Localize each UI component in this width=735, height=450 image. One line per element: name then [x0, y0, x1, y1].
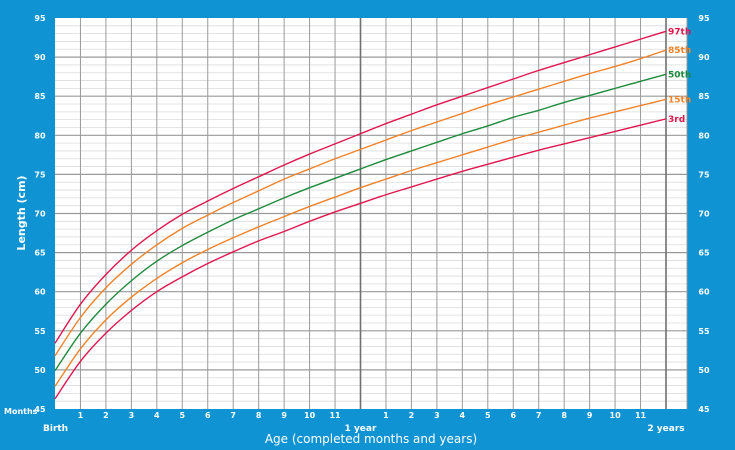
x-axis-title: Age (completed months and years): [265, 432, 477, 446]
series-label-85th: 85th: [668, 46, 691, 56]
x-tick-label-birth: Birth: [43, 424, 68, 434]
x-unit-label: Months: [4, 407, 38, 416]
x-tick-label: 9: [281, 411, 287, 420]
x-tick-label: 2: [409, 411, 415, 420]
x-tick-label: 5: [180, 411, 186, 420]
y-tick-label-left: 70: [34, 210, 46, 219]
x-tick-label: 3: [434, 411, 440, 420]
y-tick-label-right: 65: [698, 249, 710, 258]
y-tick-label-right: 75: [698, 170, 710, 179]
y-tick-label-left: 80: [34, 131, 46, 140]
series-line-3rd: [54, 118, 667, 400]
x-tick-label: 4: [460, 411, 466, 420]
x-tick-label: 9: [587, 411, 593, 420]
x-tick-label-1-year: 1 year: [345, 424, 377, 434]
y-tick-label-right: 90: [698, 53, 710, 62]
y-tick-label-left: 90: [34, 53, 46, 62]
x-tick-label-2-years: 2 years: [647, 424, 684, 434]
x-tick-label: 2: [103, 411, 109, 420]
series-label-50th: 50th: [668, 70, 691, 80]
series-line-15th: [54, 98, 667, 387]
y-tick-label-right: 95: [698, 14, 710, 23]
y-tick-label-right: 85: [698, 92, 710, 101]
y-tick-label-left: 65: [34, 249, 46, 258]
y-tick-label-left: 50: [34, 366, 46, 375]
series-label-3rd: 3rd: [668, 115, 685, 125]
x-tick-label: 6: [510, 411, 516, 420]
y-tick-label-left: 75: [34, 170, 46, 179]
y-tick-label-left: 85: [34, 92, 46, 101]
x-tick-label: 4: [154, 411, 160, 420]
series-label-97th: 97th: [668, 27, 691, 37]
x-tick-label: 6: [205, 411, 211, 420]
x-tick-label: 8: [256, 411, 262, 420]
series-line-97th: [54, 30, 667, 344]
x-tick-label: 10: [304, 411, 316, 420]
y-tick-label-left: 95: [34, 14, 46, 23]
y-tick-label-left: 45: [34, 405, 46, 414]
x-tick-label: 7: [230, 411, 236, 420]
y-tick-label-right: 60: [698, 288, 710, 297]
y-axis-title: Length (cm): [15, 175, 28, 250]
x-tick-label: 3: [129, 411, 135, 420]
x-tick-label: 8: [561, 411, 567, 420]
y-tick-label-right: 50: [698, 366, 710, 375]
grid: [55, 18, 688, 409]
x-tick-label: 7: [536, 411, 542, 420]
y-tick-label-right: 55: [698, 327, 710, 336]
x-tick-label: 1: [383, 411, 389, 420]
x-tick-label: 11: [329, 411, 341, 420]
x-tick-label: 11: [635, 411, 647, 420]
x-tick-label: 5: [485, 411, 491, 420]
percentile-lines: 97th 85th 50th 15th 3rd: [54, 27, 691, 400]
y-tick-label-right: 80: [698, 131, 710, 140]
x-tick-label: 1: [78, 411, 84, 420]
series-line-85th: [54, 49, 667, 357]
y-tick-label-left: 60: [34, 288, 46, 297]
series-label-15th: 15th: [668, 95, 691, 105]
series-line-50th: [54, 73, 667, 372]
y-tick-label-left: 55: [34, 327, 46, 336]
x-tick-label: 10: [610, 411, 622, 420]
y-tick-label-right: 70: [698, 210, 710, 219]
y-tick-label-right: 45: [698, 405, 710, 414]
